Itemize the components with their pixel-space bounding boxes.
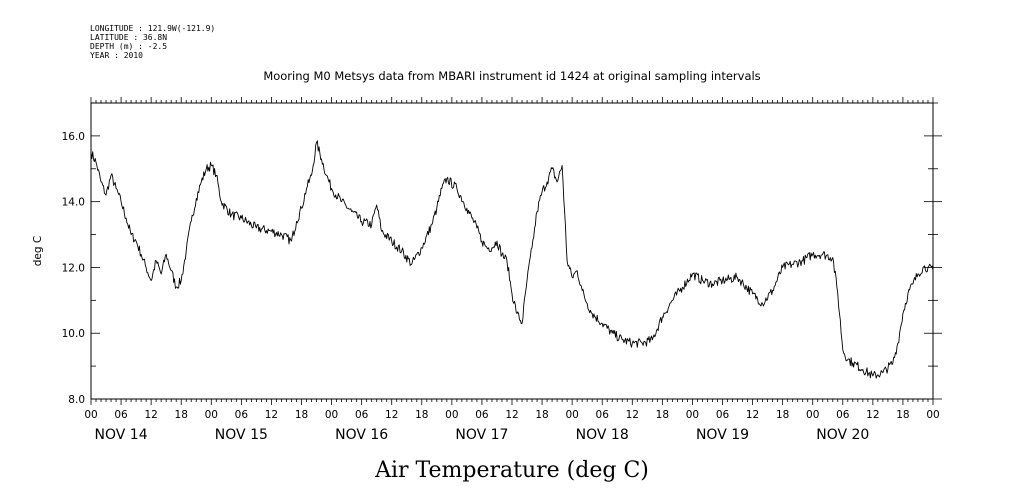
y-tick-label: 10.0	[62, 328, 85, 340]
x-tick-label: 00	[325, 409, 338, 421]
x-tick-label: 18	[535, 409, 548, 421]
x-tick-label: 18	[175, 409, 188, 421]
y-tick-label: 14.0	[62, 197, 85, 209]
y-tick-label: 16.0	[62, 131, 85, 143]
series-line-air-temperature	[90, 140, 934, 379]
x-tick-label: 12	[866, 409, 879, 421]
meta-latitude: LATITUDE : 36.8N	[90, 33, 167, 42]
chart-title: Mooring M0 Metsys data from MBARI instru…	[263, 69, 760, 83]
x-tick-label: 18	[896, 409, 909, 421]
x-tick-label: 12	[144, 409, 157, 421]
x-tick-label: 12	[626, 409, 639, 421]
x-tick-label: 18	[295, 409, 308, 421]
x-tick-label: 06	[836, 409, 850, 421]
day-label: NOV 17	[455, 427, 508, 443]
x-tick-label: 12	[265, 409, 278, 421]
x-tick-label: 06	[355, 409, 369, 421]
day-label: NOV 16	[335, 427, 388, 443]
x-tick-label: 18	[776, 409, 789, 421]
axis-ticks	[90, 97, 942, 405]
x-tick-label: 06	[596, 409, 610, 421]
x-tick-label: 06	[235, 409, 249, 421]
x-tick-label: 06	[114, 409, 128, 421]
x-tick-label: 00	[445, 409, 458, 421]
x-tick-label: 06	[716, 409, 730, 421]
x-tick-label: 00	[84, 409, 97, 421]
x-tick-label: 00	[205, 409, 218, 421]
x-tick-label: 12	[385, 409, 398, 421]
x-tick-label: 00	[926, 409, 939, 421]
x-tick-label: 06	[475, 409, 489, 421]
day-label: NOV 14	[95, 427, 148, 443]
x-tick-label: 12	[746, 409, 759, 421]
day-label: NOV 20	[816, 427, 869, 443]
x-axis-title: Air Temperature (deg C)	[374, 458, 649, 483]
y-tick-labels: 8.0 10.0 12.0 14.0 16.0	[62, 131, 85, 406]
meta-longitude: LONGITUDE : 121.9W(-121.9)	[90, 24, 215, 33]
x-tick-label: 18	[656, 409, 669, 421]
plot-frame	[90, 102, 934, 400]
y-tick-label: 8.0	[68, 394, 85, 406]
meta-block: LONGITUDE : 121.9W(-121.9) LATITUDE : 36…	[90, 24, 215, 60]
y-axis-label: deg C	[32, 236, 44, 266]
meta-year: YEAR : 2010	[90, 51, 143, 60]
day-label: NOV 18	[576, 427, 629, 443]
x-tick-label: 18	[415, 409, 428, 421]
x-tick-labels: 00 06 12 18 00 06 12 18 00 06 12 18 00 06 12 18 00 06 12 18…	[84, 409, 939, 421]
x-tick-label: 00	[806, 409, 819, 421]
day-labels: NOV 14 NOV 15 NOV 16 NOV 17 NOV 18 NOV 19 NOV …	[95, 427, 870, 443]
day-label: NOV 15	[215, 427, 268, 443]
y-tick-label: 12.0	[62, 262, 85, 274]
day-label: NOV 19	[696, 427, 749, 443]
x-tick-label: 00	[686, 409, 699, 421]
meta-depth: DEPTH (m) : -2.5	[90, 42, 167, 51]
x-tick-label: 00	[565, 409, 578, 421]
x-tick-label: 12	[505, 409, 518, 421]
